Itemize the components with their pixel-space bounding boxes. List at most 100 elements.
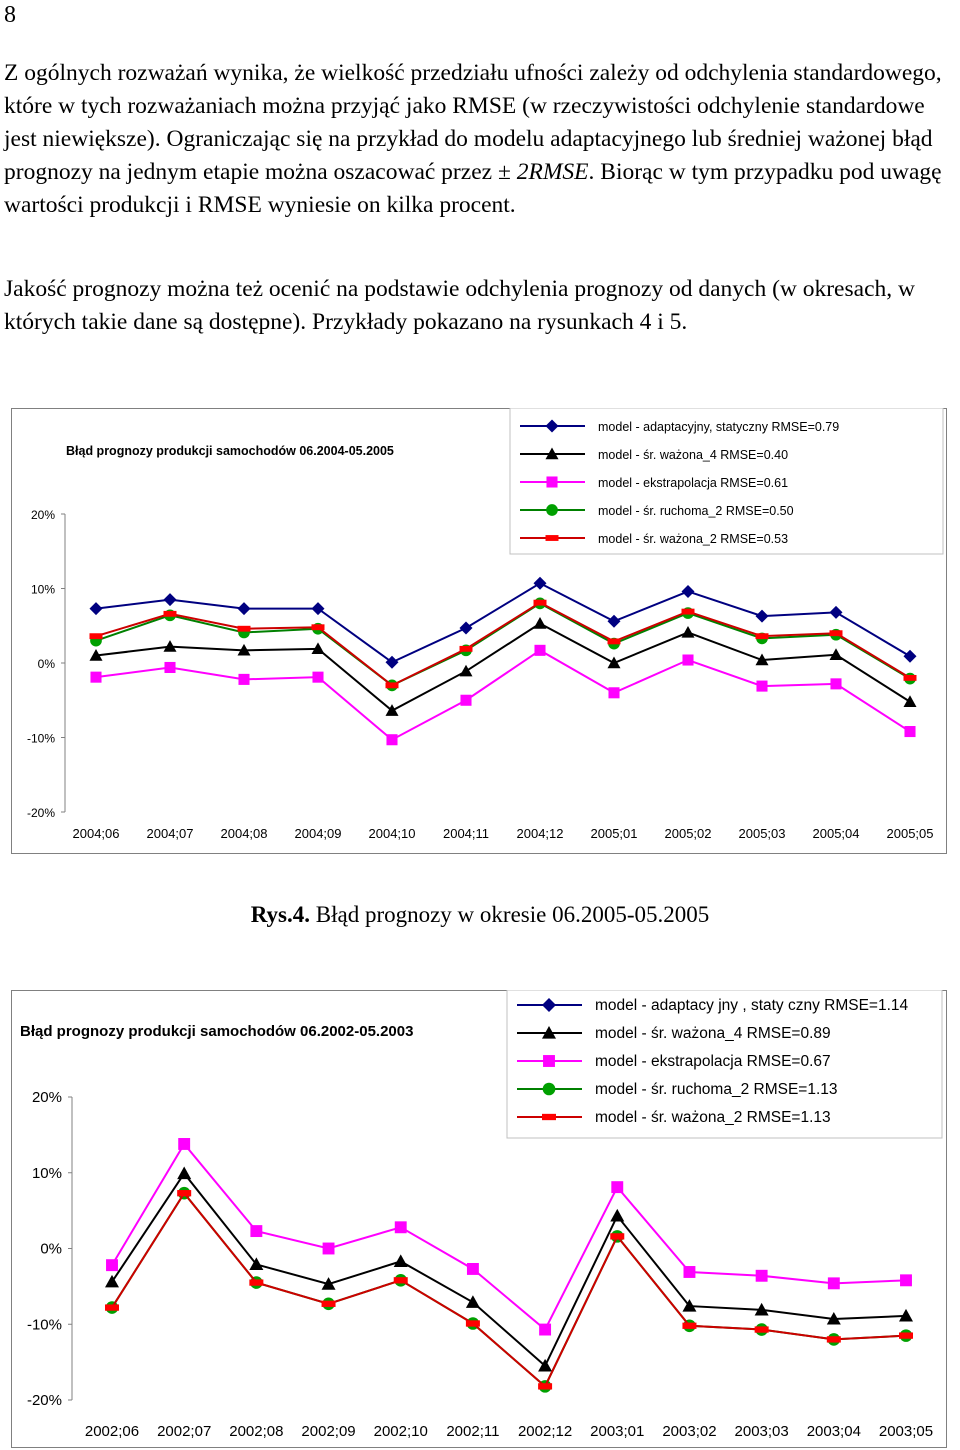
paragraph-1-text: Z ogólnych rozważań wynika, że wielkość … [4, 60, 942, 185]
series-line [111, 1171, 907, 1368]
data-point [903, 674, 917, 681]
x-tick-label: 2004;10 [369, 826, 416, 841]
data-point [754, 1302, 769, 1316]
data-point [163, 593, 177, 607]
data-point [465, 1295, 480, 1308]
y-tick-label: 0% [38, 657, 56, 671]
data-point [466, 1263, 479, 1275]
legend-label: model - śr. ruchoma_2 RMSE=0.50 [598, 504, 794, 518]
data-point [538, 1358, 553, 1372]
data-point [539, 1323, 552, 1336]
legend-marker [542, 1113, 556, 1121]
data-point [607, 614, 621, 628]
series-line [95, 582, 911, 664]
x-tick-label: 2002;07 [157, 1423, 211, 1440]
data-point [250, 1225, 263, 1238]
data-point [755, 609, 769, 623]
data-point [682, 654, 694, 666]
caption-label: Rys.4. [250, 902, 310, 927]
page-number: 8 [4, 2, 16, 28]
series-dash [89, 599, 917, 689]
data-point [899, 1332, 913, 1339]
data-point [829, 605, 843, 619]
series-line [111, 1142, 907, 1332]
data-point [393, 1254, 408, 1267]
legend-label: model - ekstrapolacja RMSE=0.61 [598, 476, 788, 490]
data-point [311, 624, 325, 631]
data-point [903, 695, 917, 707]
data-point [105, 1274, 119, 1288]
series-line [95, 601, 911, 687]
data-point [89, 602, 103, 616]
data-point [163, 640, 177, 652]
data-point [755, 633, 769, 640]
data-point [681, 608, 695, 615]
data-point [538, 1383, 553, 1390]
data-point [177, 1190, 192, 1197]
data-point [311, 602, 325, 616]
data-point [459, 664, 473, 677]
data-point [608, 687, 620, 699]
data-point [394, 1221, 407, 1234]
x-tick-label: 2003;03 [735, 1423, 789, 1440]
legend-label: model - adaptacyjny, statyczny RMSE=0.79 [598, 420, 839, 434]
data-point [385, 655, 399, 669]
legend-marker [546, 504, 558, 516]
data-point [178, 1138, 191, 1150]
data-point [237, 643, 251, 656]
data-point [682, 1322, 697, 1329]
data-point [237, 625, 251, 632]
data-point [164, 661, 176, 673]
legend-marker [545, 447, 559, 460]
data-point [533, 599, 547, 606]
legend-label: model - śr. ważona_2 RMSE=1.13 [595, 1109, 831, 1126]
paragraph-1-text-end: . Biorąc w tym przypadku pod uwagę warto… [4, 159, 942, 218]
data-point [900, 1274, 912, 1287]
y-tick-label: 20% [31, 508, 55, 522]
data-point [829, 648, 843, 661]
data-point [904, 726, 916, 738]
formula-text: 2RMSE [516, 159, 589, 185]
series-line [111, 1191, 907, 1388]
x-tick-label: 2002;10 [374, 1423, 428, 1440]
chart-2002-2003: 20% 10% 0% -10% -20% 2002;06 2002;07 2002;08 200… [11, 990, 947, 1448]
y-tick-label: -10% [27, 1316, 62, 1333]
data-point [683, 1266, 696, 1278]
legend-label: model - śr. ważona_2 RMSE=0.53 [598, 532, 788, 546]
x-tick-label: 2003;05 [879, 1423, 933, 1440]
x-tick-label: 2004;06 [73, 826, 120, 841]
data-point [249, 1279, 264, 1286]
data-point [105, 1304, 119, 1311]
data-point [89, 649, 103, 661]
series-triangle [105, 1166, 913, 1372]
series-dash [105, 1190, 913, 1390]
data-point [682, 1299, 697, 1312]
legend-marker [542, 998, 556, 1012]
plus-minus-sign: ± [497, 159, 511, 185]
x-tick-label: 2002;09 [301, 1423, 355, 1440]
formula: ± 2RMSE [498, 159, 589, 185]
legend-marker [542, 1026, 556, 1039]
legend-marker [542, 1082, 556, 1096]
series-line [95, 649, 911, 741]
data-point [249, 1257, 264, 1271]
series-square [106, 1138, 912, 1336]
data-point [321, 1300, 336, 1307]
data-point [607, 656, 621, 669]
data-point [826, 1336, 841, 1343]
data-point [385, 704, 399, 716]
caption-text: Błąd prognozy w okresie 06.2005-05.2005 [315, 902, 710, 927]
series-triangle [89, 617, 917, 716]
data-point [533, 617, 547, 629]
data-point [756, 680, 768, 692]
data-point [903, 649, 917, 663]
x-tick-label: 2002;12 [518, 1423, 572, 1440]
legend-marker [546, 476, 558, 488]
chart-2004-2005: 20% 10% 0% -10% -20% 2004;06 2004;07 2004;08 200… [11, 408, 947, 854]
paragraph-2: Jakość prognozy można też ocenić na pods… [4, 276, 915, 335]
x-tick-label: 2003;04 [807, 1423, 861, 1440]
x-tick-label: 2003;01 [590, 1423, 644, 1440]
data-point [386, 734, 398, 746]
y-tick-label: -10% [27, 732, 55, 746]
data-point [754, 1326, 769, 1333]
